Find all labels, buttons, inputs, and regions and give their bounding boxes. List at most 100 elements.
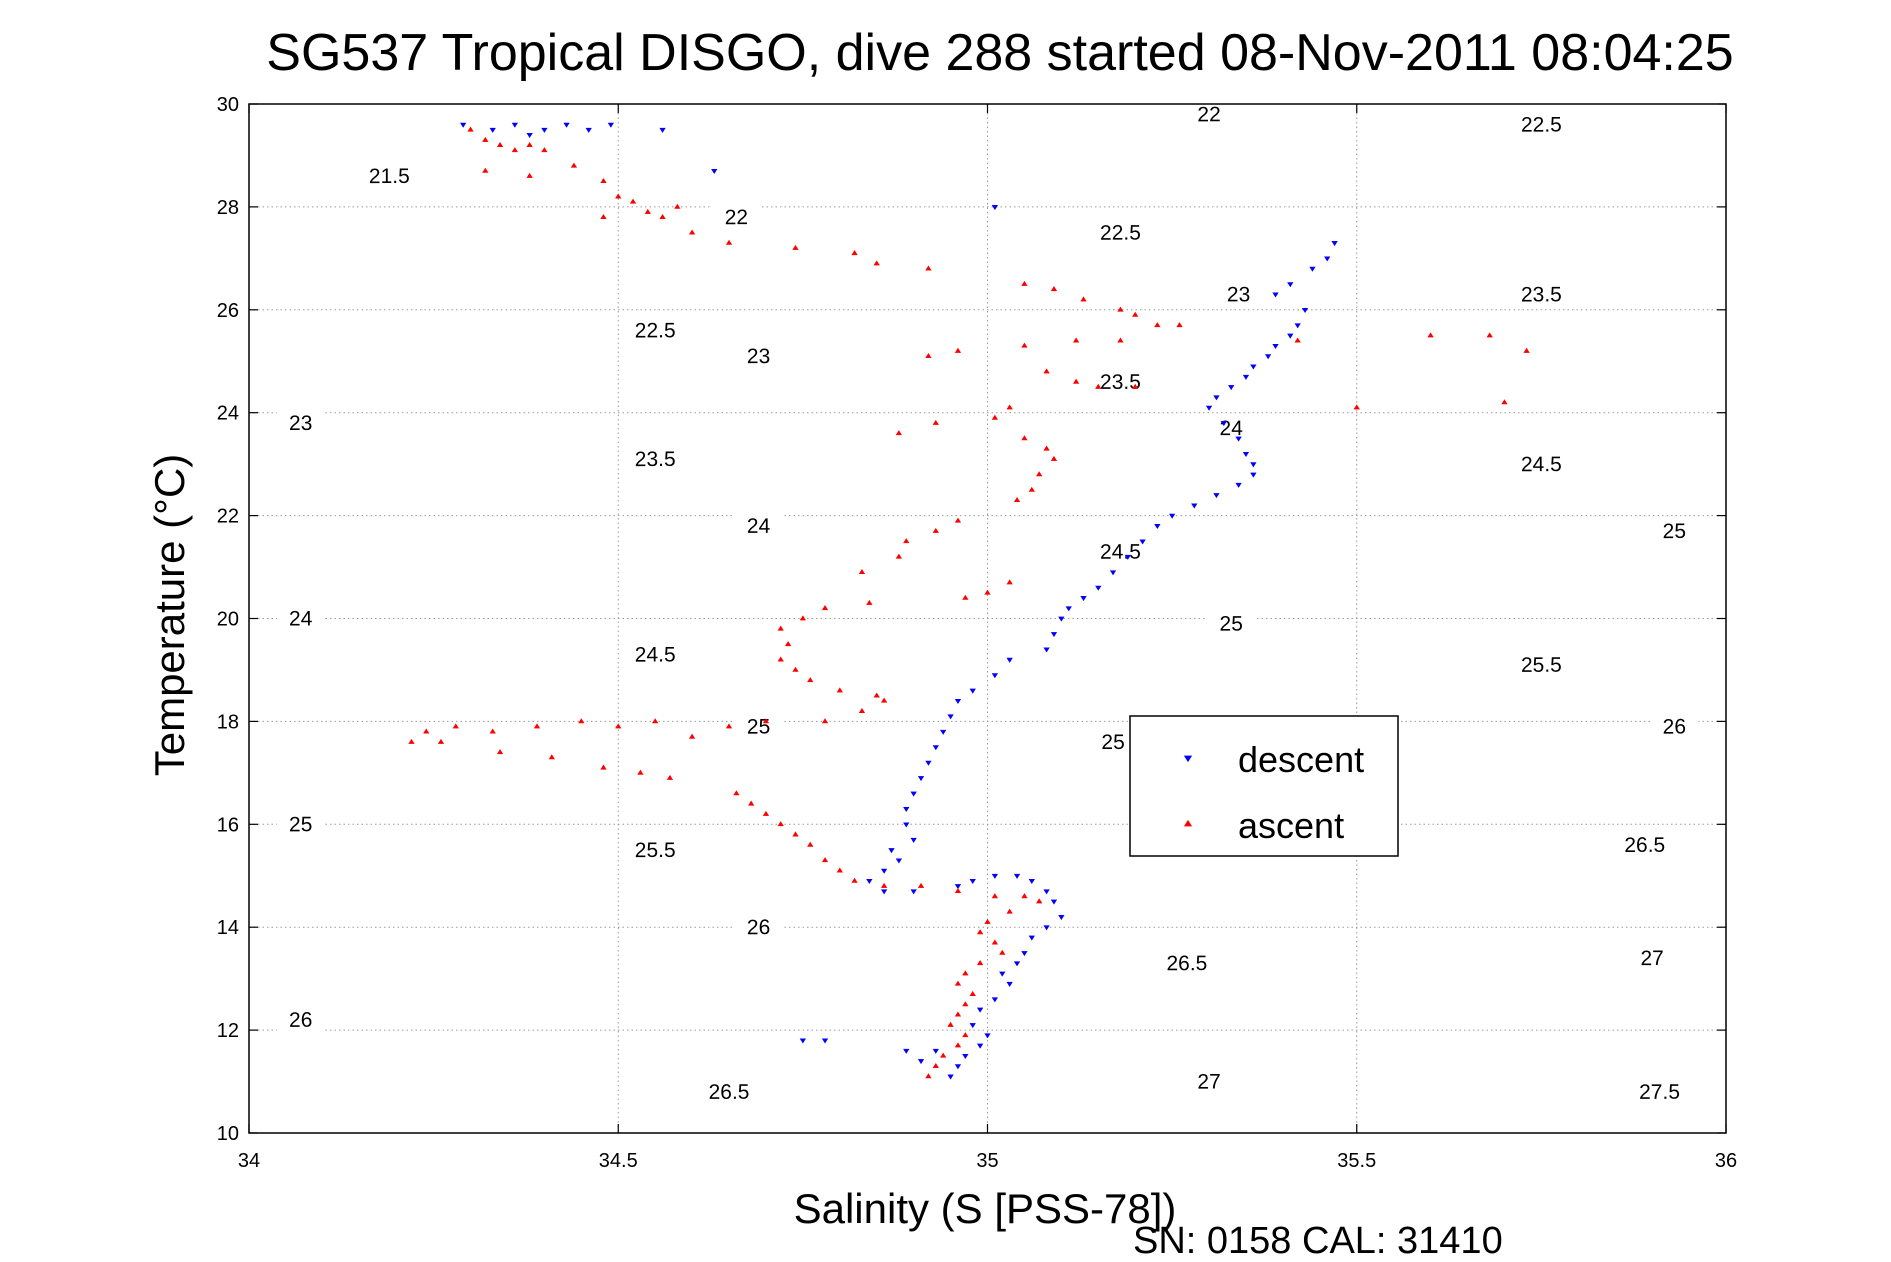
contour-label-bg bbox=[276, 812, 325, 837]
ascent-point bbox=[1036, 471, 1043, 477]
ascent-point bbox=[962, 594, 969, 600]
ascent-point bbox=[748, 800, 755, 806]
descent-point bbox=[976, 1007, 984, 1013]
ascent-point bbox=[777, 625, 784, 631]
descent-point bbox=[1331, 241, 1338, 247]
ascent-point bbox=[962, 1001, 969, 1007]
contour-group: 21.5 22 22 22.5 22.5 22.5 23 23 23 23.5 23.5 23.5 24… bbox=[276, 104, 1699, 1104]
ascent-point bbox=[1486, 332, 1493, 338]
series-group bbox=[408, 122, 1530, 1080]
ascent-point bbox=[762, 810, 770, 816]
ascent-point bbox=[1294, 337, 1301, 343]
contour-label: 25.5 bbox=[635, 839, 676, 862]
contour-label: 25 bbox=[747, 715, 770, 738]
descent-point bbox=[1006, 981, 1013, 987]
descent-point bbox=[888, 848, 895, 854]
contour-label-bg bbox=[1620, 832, 1669, 857]
ascent-point bbox=[851, 877, 858, 883]
ascent-point bbox=[688, 229, 696, 235]
descent-point bbox=[1021, 951, 1028, 957]
ascent-point bbox=[792, 831, 799, 837]
ascent-point bbox=[1013, 496, 1021, 503]
descent-point bbox=[932, 1048, 939, 1054]
ascent-point bbox=[954, 1011, 962, 1017]
descent-point bbox=[489, 127, 496, 133]
descent-point bbox=[910, 889, 917, 895]
ascent-point bbox=[688, 733, 696, 739]
ascent-point bbox=[799, 615, 807, 621]
legend-ascent-symbol bbox=[1183, 819, 1193, 827]
contour-label-bg bbox=[631, 837, 680, 863]
ascent-point bbox=[733, 790, 740, 796]
legend-descent-label: descent bbox=[1238, 739, 1364, 780]
ascent-point bbox=[836, 867, 843, 873]
ascent-point bbox=[932, 1062, 939, 1068]
ascent-point bbox=[725, 239, 733, 245]
contour-label-bg bbox=[734, 915, 783, 940]
ascent-point bbox=[1132, 383, 1139, 389]
contour-label-bg bbox=[734, 714, 783, 739]
ascent-point bbox=[725, 723, 733, 729]
legend-ascent-marker bbox=[1183, 819, 1193, 827]
ascent-point bbox=[629, 198, 637, 204]
x-tick-label: 36 bbox=[1715, 1150, 1737, 1172]
descent-point bbox=[954, 698, 962, 704]
contour-label: 25 bbox=[289, 813, 312, 836]
descent-point bbox=[895, 858, 903, 864]
ascent-point bbox=[1427, 332, 1434, 338]
descent-point bbox=[1242, 374, 1250, 380]
descent-point bbox=[1154, 524, 1161, 530]
contour-label: 24.5 bbox=[1521, 453, 1562, 476]
descent-point bbox=[1013, 961, 1021, 967]
descent-point bbox=[1242, 451, 1250, 458]
ascent-point bbox=[792, 666, 799, 672]
descent-point bbox=[659, 127, 666, 133]
ascent-point bbox=[615, 723, 622, 729]
contour-label-bg bbox=[631, 318, 680, 343]
ascent-point bbox=[666, 774, 674, 780]
ascent-point bbox=[1501, 399, 1508, 405]
descent-point bbox=[1095, 585, 1102, 591]
y-tick-label: 12 bbox=[217, 1020, 239, 1042]
contour-label: 24 bbox=[747, 515, 771, 538]
ascent-point bbox=[954, 517, 962, 523]
descent-point bbox=[1050, 632, 1058, 638]
ascent-point bbox=[1021, 342, 1028, 348]
ascent-point bbox=[600, 214, 607, 220]
ascent-point bbox=[866, 599, 873, 605]
ascent-point bbox=[452, 723, 459, 729]
ascent-point bbox=[511, 147, 519, 153]
contour-label-bg bbox=[734, 344, 783, 369]
contour-label-bg bbox=[365, 163, 414, 189]
ascent-point bbox=[873, 260, 880, 266]
contour-label: 27 bbox=[1640, 947, 1663, 970]
descent-point bbox=[947, 1074, 954, 1080]
descent-point bbox=[1235, 436, 1242, 442]
descent-point bbox=[1272, 292, 1279, 298]
contour-label-bg bbox=[1096, 220, 1145, 245]
ascent-point bbox=[1117, 337, 1124, 343]
x-axis-label: Salinity (S [PSS-78]) bbox=[794, 1185, 1177, 1232]
ascent-point bbox=[925, 352, 932, 358]
descent-point bbox=[1168, 513, 1176, 519]
ascent-point bbox=[940, 1052, 947, 1058]
ascent-point bbox=[976, 929, 984, 935]
contour-label: 22.5 bbox=[1521, 114, 1562, 137]
contour-label-bg bbox=[1088, 729, 1138, 755]
descent-point bbox=[1287, 333, 1294, 339]
descent-point bbox=[969, 688, 976, 694]
ascent-point bbox=[925, 265, 932, 271]
ascent-point bbox=[1080, 296, 1087, 302]
legend-descent-marker bbox=[1183, 755, 1193, 763]
ascent-point bbox=[1006, 404, 1013, 410]
descent-point bbox=[541, 127, 548, 133]
descent-point bbox=[1213, 395, 1220, 401]
descent-point bbox=[1139, 539, 1146, 545]
descent-point bbox=[1028, 879, 1035, 885]
ascent-point bbox=[1523, 347, 1530, 353]
ascent-point bbox=[976, 960, 984, 966]
ascent-point bbox=[969, 990, 976, 996]
legend-box bbox=[1129, 715, 1399, 857]
ascent-point bbox=[947, 1021, 954, 1027]
